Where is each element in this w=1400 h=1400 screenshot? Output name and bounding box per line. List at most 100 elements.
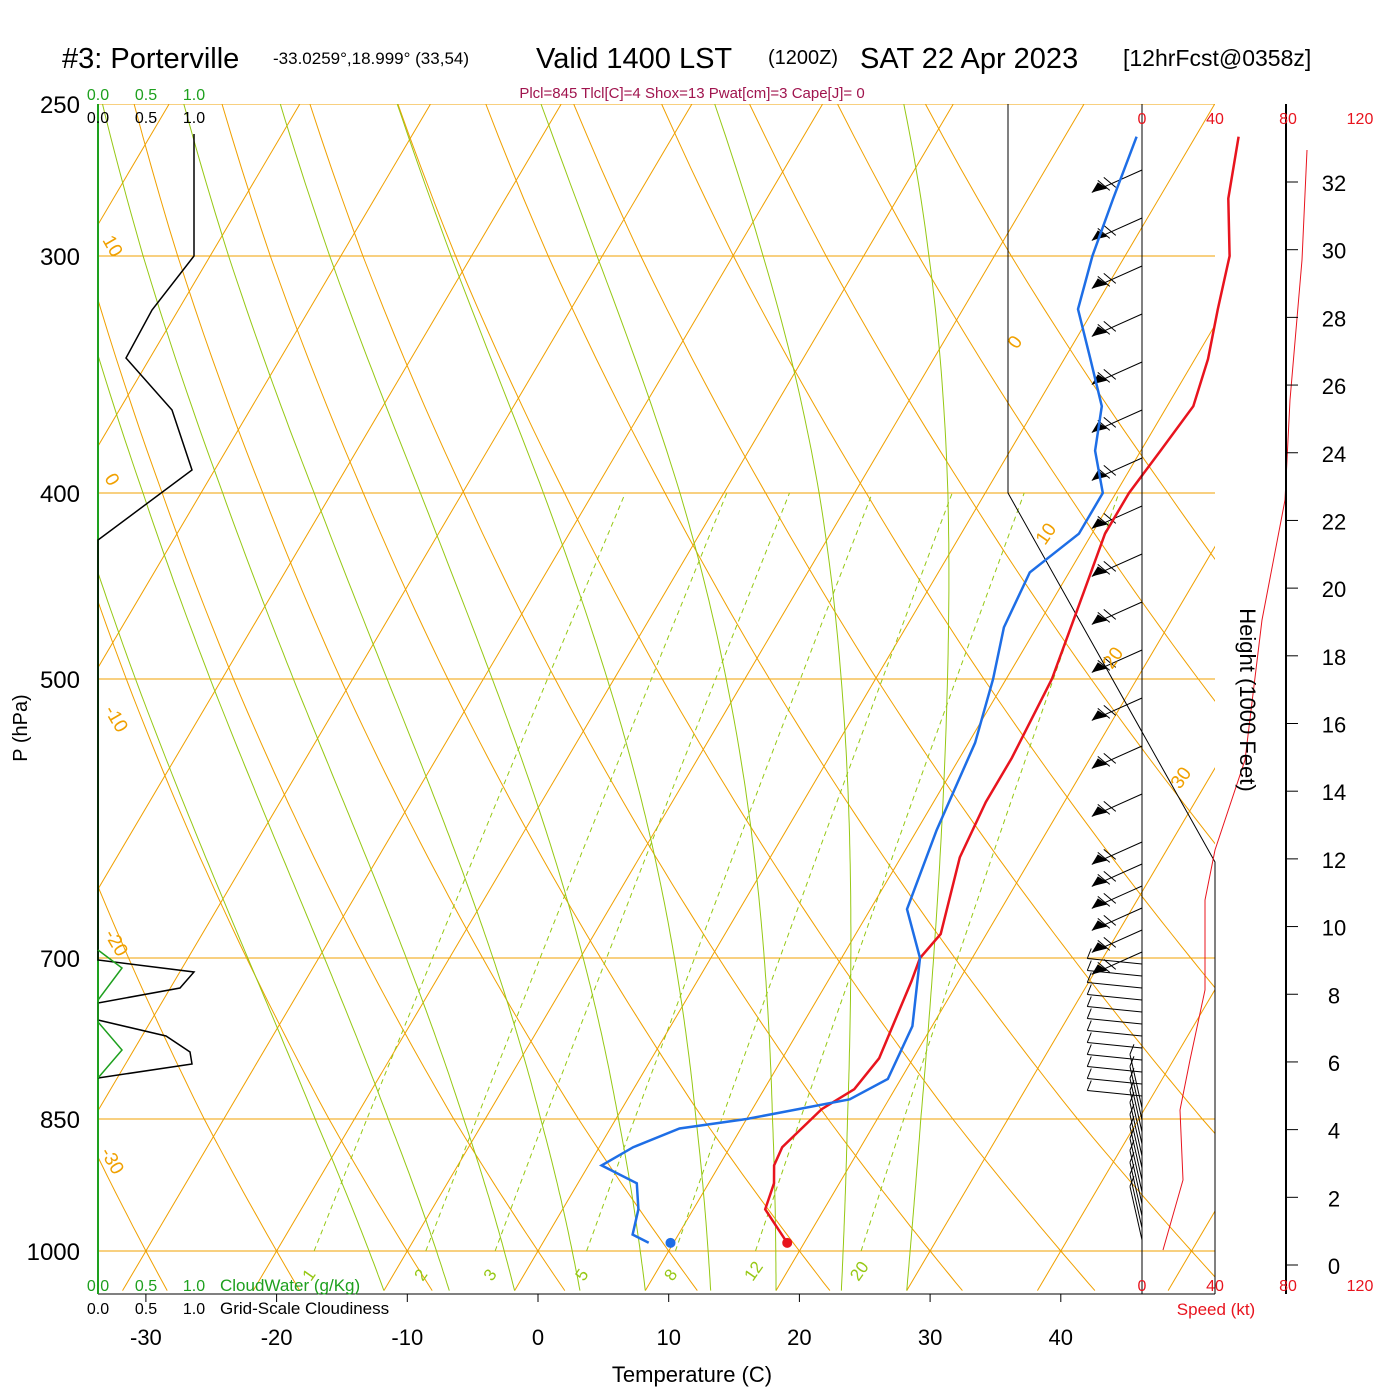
barb-shaft bbox=[1087, 982, 1143, 989]
moist-adiabat bbox=[396, 104, 712, 1291]
height-tick-label: 18 bbox=[1322, 645, 1346, 670]
barb-shaft bbox=[1129, 1150, 1143, 1205]
barb-feather bbox=[1097, 276, 1111, 287]
mixing-ratio-label: 8 bbox=[660, 1266, 681, 1285]
dry-adiabat bbox=[133, 104, 698, 1291]
barb-feather bbox=[1097, 756, 1111, 767]
barb-shaft bbox=[1087, 958, 1143, 965]
barb-feather bbox=[1103, 609, 1117, 620]
barb-flag bbox=[1091, 518, 1108, 529]
barb-shaft bbox=[1087, 1030, 1143, 1037]
barb-feather bbox=[1103, 959, 1117, 970]
dry-adiabat bbox=[221, 104, 831, 1291]
barb-feather bbox=[1103, 225, 1117, 236]
wind-barb bbox=[1086, 1056, 1143, 1073]
dry-adiabat bbox=[0, 70, 35, 1291]
y-tick-label: 1000 bbox=[27, 1239, 80, 1266]
barb-feather bbox=[1103, 273, 1117, 284]
barb-feather bbox=[1103, 801, 1117, 812]
height-axis-label: Height (1000 Feet) bbox=[1235, 608, 1260, 791]
barb-feather bbox=[1097, 228, 1111, 239]
barb-flag bbox=[1091, 898, 1108, 909]
y-axis-label: P (hPa) bbox=[10, 694, 32, 761]
barb-feather bbox=[1086, 984, 1092, 995]
barb-shaft bbox=[1129, 1114, 1143, 1169]
wind-barb bbox=[1091, 863, 1143, 887]
barb-feather bbox=[1086, 996, 1092, 1007]
plot-frame bbox=[97, 104, 1216, 1295]
barb-feather bbox=[1103, 871, 1117, 882]
valid-utc: (1200Z) bbox=[768, 47, 838, 69]
wind-barb bbox=[1091, 907, 1143, 931]
wind-barb bbox=[1091, 793, 1143, 817]
wind-barb bbox=[1091, 745, 1143, 769]
speed-axis-label: Speed (kt) bbox=[1177, 1300, 1255, 1319]
barb-feather bbox=[1086, 1032, 1092, 1043]
barb-shaft bbox=[1129, 1090, 1143, 1145]
sounding-profiles bbox=[598, 136, 1308, 1251]
cloud-water-tick-top: 0.5 bbox=[135, 87, 157, 104]
barb-feather bbox=[1086, 1020, 1092, 1031]
barb-feather bbox=[1097, 874, 1111, 885]
moist-adiabat bbox=[714, 104, 852, 1291]
barb-flag bbox=[1091, 964, 1108, 975]
dry-adiabat-label: 30 bbox=[1167, 764, 1196, 793]
barb-feather bbox=[1103, 849, 1117, 860]
mixing-ratio-line bbox=[860, 492, 1120, 1252]
barb-feather bbox=[1097, 564, 1111, 575]
barb-shaft bbox=[1129, 1066, 1143, 1121]
speed-tick-top: 120 bbox=[1347, 111, 1374, 128]
height-tick-label: 2 bbox=[1328, 1186, 1340, 1211]
barb-feather bbox=[1129, 1044, 1135, 1055]
y-tick-label: 300 bbox=[40, 244, 80, 271]
cloud-water-label: CloudWater (g/Kg) bbox=[220, 1276, 360, 1295]
isotherm-line bbox=[644, 324, 1215, 1291]
forecast-info: [12hrFcst@0358z] bbox=[1123, 45, 1311, 71]
dry-adiabat bbox=[573, 104, 1215, 1135]
dry-adiabat bbox=[309, 104, 963, 1291]
cloud-water-tick-bottom: 0.5 bbox=[135, 1278, 157, 1295]
speed-tick-bottom: 0 bbox=[1138, 1278, 1147, 1295]
barb-feather bbox=[1097, 516, 1111, 527]
barb-feather bbox=[1097, 324, 1111, 335]
x-tick-label: 30 bbox=[918, 1325, 942, 1350]
barb-shaft bbox=[1087, 1090, 1143, 1097]
cloudiness-label: Grid-Scale Cloudiness bbox=[220, 1299, 389, 1318]
barb-feather bbox=[1103, 705, 1117, 716]
barb-feather bbox=[1103, 465, 1117, 476]
wind-barb bbox=[1091, 505, 1143, 529]
barb-feather bbox=[1086, 1056, 1092, 1067]
dry-adiabat bbox=[924, 104, 1215, 561]
wind-barb bbox=[1086, 984, 1143, 1001]
isotherm-line bbox=[383, 104, 1085, 1291]
barb-feather bbox=[1097, 852, 1111, 863]
station-coords: -33.0259°,18.999° (33,54) bbox=[273, 49, 469, 68]
height-tick-label: 30 bbox=[1322, 239, 1346, 264]
mixing-ratio-line bbox=[755, 492, 1025, 1252]
height-tick-label: 16 bbox=[1322, 713, 1346, 738]
barb-feather bbox=[1097, 180, 1111, 191]
x-tick-label: -10 bbox=[391, 1325, 423, 1350]
barb-feather bbox=[1086, 948, 1092, 959]
moist-adiabat bbox=[540, 104, 777, 1291]
height-tick-label: 24 bbox=[1322, 442, 1346, 467]
barb-feather bbox=[1097, 804, 1111, 815]
mixing-ratio-label: 20 bbox=[846, 1258, 872, 1284]
wind-barb bbox=[1086, 948, 1143, 965]
barb-feather bbox=[1086, 1068, 1092, 1079]
barb-feather bbox=[1097, 660, 1111, 671]
barb-flag bbox=[1091, 876, 1108, 887]
cloud-water-tick-bottom: 0.0 bbox=[87, 1278, 109, 1295]
wind-barb bbox=[1091, 601, 1143, 625]
barb-feather bbox=[1097, 708, 1111, 719]
barb-flag bbox=[1091, 758, 1108, 769]
station-title: #3: Porterville bbox=[62, 43, 239, 75]
moist-adiabat bbox=[279, 104, 646, 1291]
height-tick-label: 20 bbox=[1322, 577, 1346, 602]
wind-barb bbox=[1091, 951, 1143, 975]
barb-feather bbox=[1103, 893, 1117, 904]
height-tick-label: 14 bbox=[1322, 780, 1346, 805]
wind-barb bbox=[1086, 996, 1143, 1013]
cloudiness-tick-top: 0.5 bbox=[135, 110, 157, 127]
